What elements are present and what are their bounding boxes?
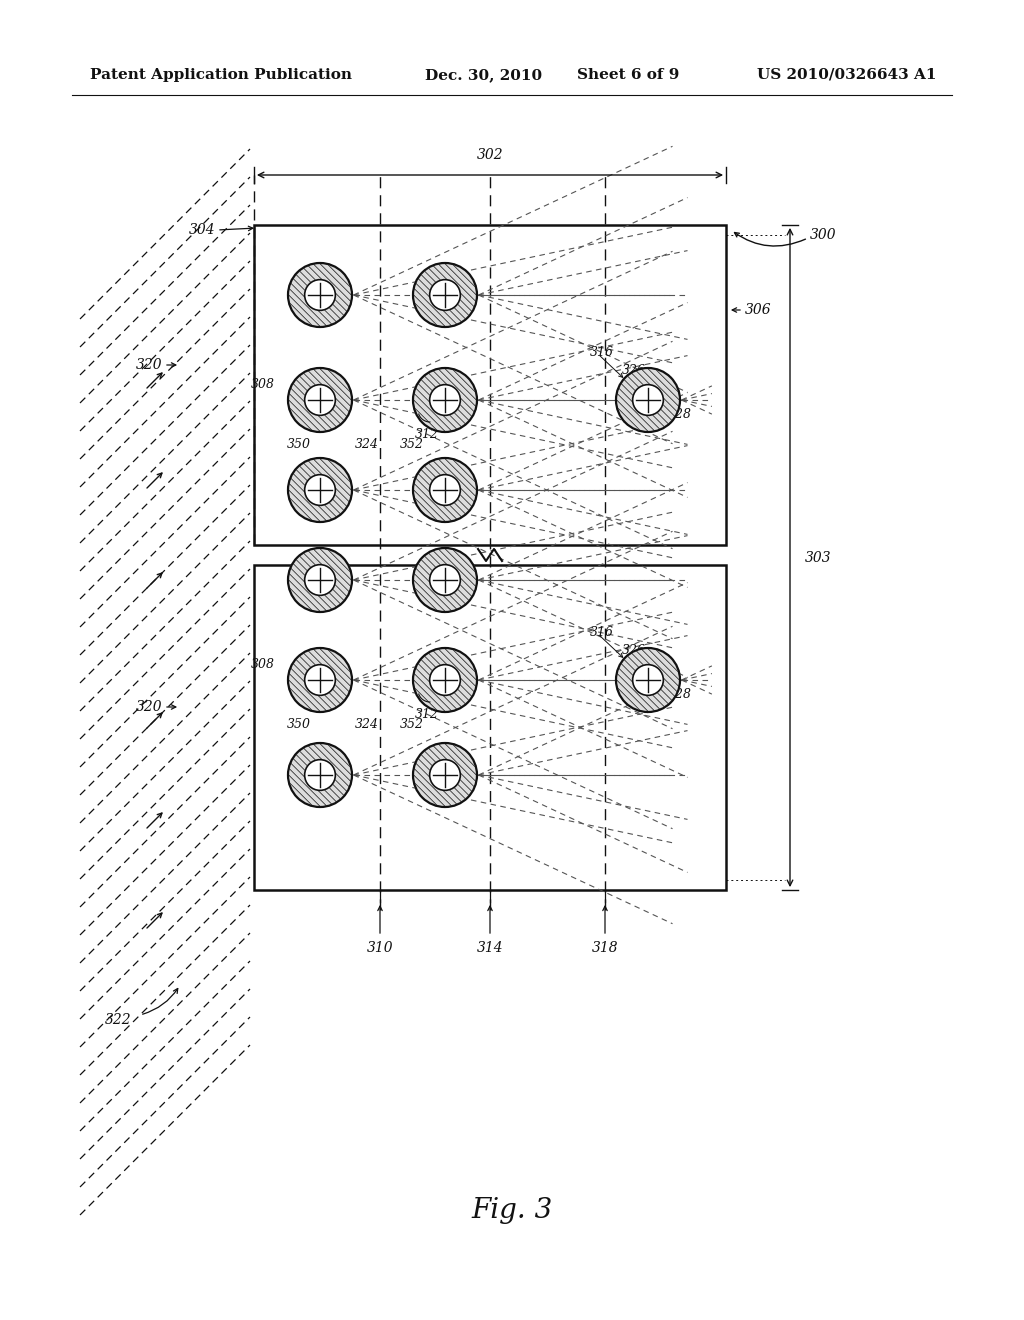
Circle shape <box>413 743 477 807</box>
Circle shape <box>413 263 477 327</box>
Bar <box>254 565 726 890</box>
Text: 350: 350 <box>287 438 311 451</box>
Circle shape <box>305 384 336 416</box>
Circle shape <box>430 475 461 506</box>
Text: 354: 354 <box>648 384 672 396</box>
Text: 314: 314 <box>477 941 504 954</box>
Circle shape <box>305 475 336 506</box>
Text: 350: 350 <box>287 718 311 731</box>
Circle shape <box>413 648 477 711</box>
Text: 328: 328 <box>668 408 692 421</box>
Text: 324: 324 <box>355 718 379 731</box>
Bar <box>254 224 726 545</box>
Text: 352: 352 <box>400 718 424 731</box>
Text: 300: 300 <box>810 228 837 242</box>
Circle shape <box>430 665 461 696</box>
Circle shape <box>413 548 477 612</box>
Circle shape <box>305 665 336 696</box>
Text: 320: 320 <box>135 700 162 714</box>
Circle shape <box>430 384 461 416</box>
Text: US 2010/0326643 A1: US 2010/0326643 A1 <box>757 69 937 82</box>
Circle shape <box>288 648 352 711</box>
Circle shape <box>288 368 352 432</box>
Text: 312: 312 <box>415 429 439 441</box>
Text: 316: 316 <box>590 626 614 639</box>
Circle shape <box>430 565 461 595</box>
Text: Patent Application Publication: Patent Application Publication <box>90 69 352 82</box>
Text: Sheet 6 of 9: Sheet 6 of 9 <box>577 69 679 82</box>
Text: 312: 312 <box>415 709 439 722</box>
Text: 322: 322 <box>105 1012 132 1027</box>
Circle shape <box>305 280 336 310</box>
Text: 326: 326 <box>622 644 646 656</box>
Text: 352: 352 <box>400 438 424 451</box>
Text: 324: 324 <box>355 438 379 451</box>
Circle shape <box>616 368 680 432</box>
Circle shape <box>305 759 336 791</box>
Circle shape <box>413 458 477 521</box>
Text: 354: 354 <box>648 664 672 676</box>
Text: 303: 303 <box>805 550 831 565</box>
Circle shape <box>430 280 461 310</box>
Text: 308: 308 <box>251 379 275 392</box>
Text: 326: 326 <box>622 363 646 376</box>
Circle shape <box>288 263 352 327</box>
Circle shape <box>616 648 680 711</box>
Text: 318: 318 <box>592 941 618 954</box>
Text: 316: 316 <box>590 346 614 359</box>
Circle shape <box>288 548 352 612</box>
Circle shape <box>430 759 461 791</box>
Circle shape <box>413 368 477 432</box>
Circle shape <box>633 665 664 696</box>
Text: 304: 304 <box>188 223 215 238</box>
Circle shape <box>288 743 352 807</box>
Text: 320: 320 <box>135 358 162 372</box>
Text: 302: 302 <box>477 148 504 162</box>
Circle shape <box>288 458 352 521</box>
Text: 306: 306 <box>745 304 772 317</box>
Text: 328: 328 <box>668 689 692 701</box>
Text: Fig. 3: Fig. 3 <box>471 1196 553 1224</box>
Text: Dec. 30, 2010: Dec. 30, 2010 <box>425 69 542 82</box>
Text: 310: 310 <box>367 941 393 954</box>
Circle shape <box>633 384 664 416</box>
Text: 308: 308 <box>251 659 275 672</box>
Circle shape <box>305 565 336 595</box>
